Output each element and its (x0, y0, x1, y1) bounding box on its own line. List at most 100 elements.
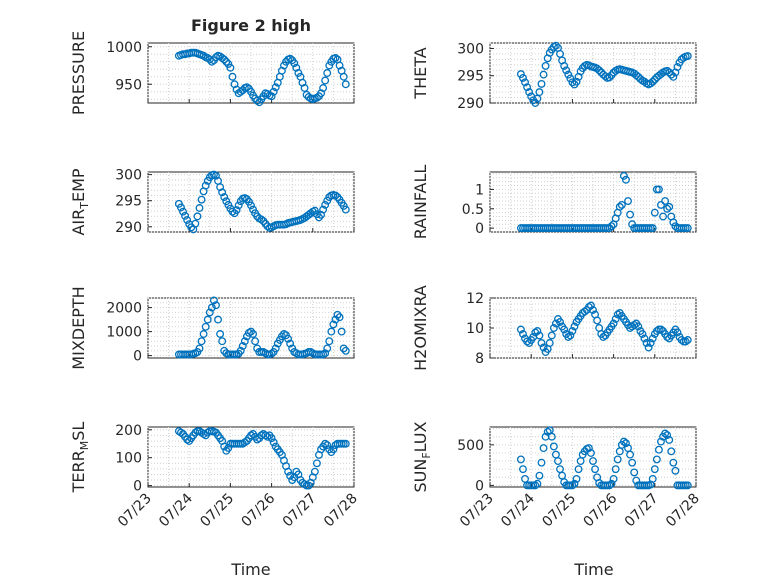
data-point (531, 481, 540, 490)
data-point (657, 437, 665, 446)
data-point (203, 315, 212, 324)
x-tick-label: 07/28 (321, 491, 361, 531)
y-tick-label: 0 (475, 221, 484, 237)
data-point (325, 337, 334, 346)
data-point (263, 432, 272, 441)
data-point (537, 339, 546, 347)
data-point (539, 444, 548, 453)
data-point (549, 324, 558, 332)
data-point (535, 471, 544, 480)
y-tick-label: 1 (475, 182, 484, 198)
data-point (195, 344, 204, 353)
data-point (626, 450, 635, 459)
data-point (609, 319, 618, 328)
data-point (541, 61, 550, 70)
data-point (562, 66, 571, 75)
data-point (661, 429, 670, 438)
data-point (224, 443, 233, 452)
y-axis-label: H2OMIXRA (411, 285, 430, 371)
data-point (341, 80, 350, 89)
data-point (628, 220, 637, 229)
data-point (663, 333, 672, 341)
data-point (191, 219, 200, 228)
data-point (564, 333, 573, 341)
data-point (543, 427, 552, 436)
data-point (331, 315, 340, 324)
subplot-8: 0 500 07/23 07/24 07/25 07/26 07/27 07/28 SUNFLU… (411, 421, 703, 530)
data-point (667, 70, 676, 79)
data-point (605, 73, 614, 82)
data-point (195, 204, 204, 212)
data-point (228, 207, 237, 216)
data-point (613, 455, 622, 464)
x-tick-label: 07/25 (539, 491, 579, 531)
data-point (523, 337, 532, 346)
data-point (321, 439, 330, 448)
y-tick-label: 295 (115, 194, 142, 210)
data-point (337, 327, 346, 336)
data-point (657, 200, 665, 209)
data-point (331, 191, 340, 200)
data-point (580, 307, 589, 316)
data-point (193, 212, 202, 221)
data-point (218, 188, 227, 197)
data-point (607, 222, 616, 231)
data-point (257, 215, 266, 224)
y-tick-label: 290 (115, 220, 142, 236)
y-tick-label: 0 (133, 479, 142, 495)
data-point (549, 442, 558, 451)
data-point (247, 431, 255, 440)
x-tick-label: 07/28 (663, 491, 703, 531)
y-tick-label: 2000 (106, 301, 142, 317)
data-point (572, 77, 581, 86)
data-point (646, 339, 655, 347)
data-point (312, 93, 321, 102)
data-point (566, 74, 575, 83)
data-point (648, 474, 657, 483)
data-point (319, 205, 328, 214)
y-tick-label: 12 (466, 291, 484, 307)
data-point (212, 301, 220, 310)
data-point (525, 88, 534, 97)
data-point (339, 72, 348, 81)
data-point (284, 467, 293, 476)
data-point (321, 76, 330, 85)
data-point (661, 197, 670, 205)
y-tick-label: 300 (457, 41, 484, 57)
data-point (669, 218, 678, 227)
data-point (556, 318, 564, 326)
data-point (535, 88, 544, 97)
data-point (683, 52, 692, 61)
data-point (545, 339, 554, 347)
data-point (535, 331, 544, 340)
data-point (574, 465, 583, 474)
y-axis-label: THETA (411, 47, 430, 99)
data-point (560, 61, 569, 70)
data-point (673, 63, 682, 71)
data-point (234, 201, 243, 210)
y-tick-label: 290 (457, 96, 484, 112)
data-point (331, 54, 340, 62)
data-point (634, 322, 643, 331)
data-point (521, 78, 529, 87)
data-point (333, 310, 342, 319)
data-point (572, 474, 581, 483)
data-point (681, 337, 690, 346)
data-point (253, 96, 262, 105)
data-point (341, 346, 350, 355)
data-point (179, 207, 187, 216)
y-tick-label: 950 (115, 77, 142, 93)
data-point (638, 330, 647, 338)
data-point (533, 327, 542, 335)
data-point (329, 445, 338, 454)
data-point (319, 84, 328, 92)
data-point (551, 319, 560, 328)
data-point (209, 296, 218, 305)
data-point (214, 315, 222, 324)
data-point (286, 471, 295, 480)
y-tick-label: 0 (133, 349, 142, 365)
data-point (267, 434, 276, 443)
data-point (611, 315, 620, 323)
data-point (630, 321, 639, 329)
